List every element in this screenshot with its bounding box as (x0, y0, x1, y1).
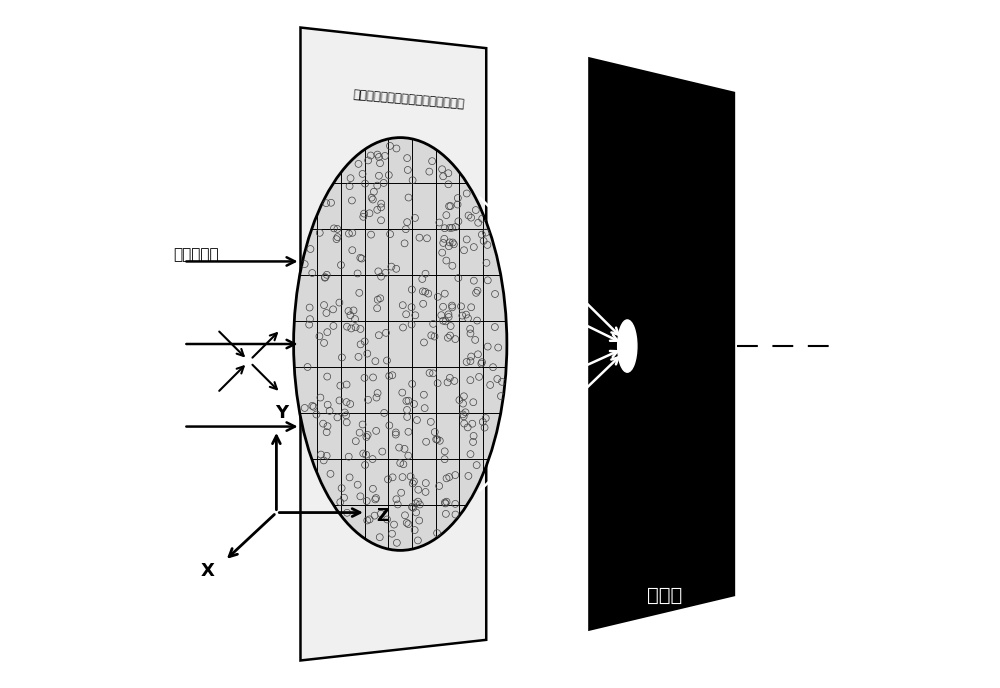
Polygon shape (300, 28, 486, 660)
Ellipse shape (294, 138, 507, 550)
Polygon shape (589, 58, 734, 630)
Text: Z: Z (377, 507, 389, 525)
Ellipse shape (618, 320, 637, 372)
Text: X: X (201, 562, 215, 580)
Text: 人工微结构超表面超薄彩色光学透镜: 人工微结构超表面超薄彩色光学透镜 (352, 88, 465, 111)
Text: Y: Y (275, 404, 288, 422)
Text: 焦平面: 焦平面 (647, 585, 683, 605)
Text: 入射复色光: 入射复色光 (173, 247, 219, 262)
